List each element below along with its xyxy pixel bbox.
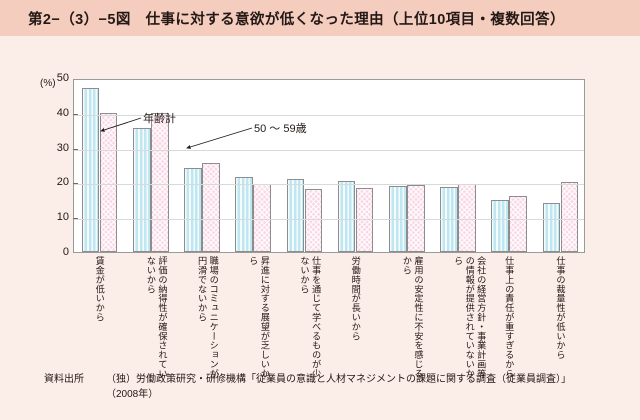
bar-group	[176, 80, 227, 252]
bar-series1	[337, 180, 356, 252]
bar-group	[330, 80, 381, 252]
x-axis-category-labels: 賃金が低いから 評価の納得性が確保されていないから 職場のコミュニケーションが円滑で…	[73, 256, 585, 386]
chart-container: (%) 50 40 30 20 10 0 年齢計 50 〜 59歳 賃金が低いから 評価の納…	[0, 36, 640, 420]
bar-group	[484, 80, 535, 252]
bar-series1	[235, 177, 253, 252]
gridline	[74, 149, 584, 151]
source-text-line2: （2008年）	[106, 389, 159, 400]
x-axis-category-label: 賃金が低いから	[94, 256, 105, 322]
y-axis-tick-mark	[73, 148, 78, 150]
bar-series2	[151, 112, 169, 252]
source-label: 資料出所	[44, 374, 84, 385]
bar-group	[125, 80, 176, 252]
y-axis-tick-mark	[73, 113, 78, 115]
page-title: 第2−（3）−5図 仕事に対する意欲が低くなった理由（上位10項目・複数回答）	[28, 11, 565, 28]
bar-series1	[133, 128, 151, 252]
bar-series1	[491, 199, 509, 252]
bar-series2	[99, 112, 118, 252]
bar-series2	[304, 189, 323, 252]
bar-series-group	[74, 80, 584, 252]
y-axis-tick-label: 20	[56, 176, 69, 189]
x-axis-category-label: 昇進に対する展望が乏しいから	[247, 256, 270, 379]
x-axis-category-label: 職場のコミュニケーションが円滑でないから	[196, 256, 219, 379]
bar-series2	[458, 184, 476, 252]
bar-group	[381, 80, 432, 252]
plot-area	[73, 79, 585, 253]
gridline	[74, 114, 584, 116]
bar-series2	[253, 184, 271, 252]
bar-series2	[509, 196, 527, 252]
y-axis-tick-label: 40	[56, 106, 69, 119]
x-axis-category-label: 評価の納得性が確保されていないから	[145, 256, 167, 379]
y-axis-tick-label: 30	[56, 141, 69, 154]
x-axis-category-label: 労働時間が長いから	[350, 256, 361, 341]
bar-series1	[542, 203, 561, 252]
y-axis-unit-label: (%)	[40, 78, 56, 89]
x-axis-category-label: 雇用の安定性に不安を感じるから	[401, 256, 423, 379]
x-axis-category-label: 仕事の裁量性が低いから	[554, 256, 565, 360]
bar-group	[279, 80, 330, 252]
x-axis-category-label: 仕事を通じて学べるものが少ないから	[298, 256, 321, 379]
bar-series2	[202, 163, 220, 252]
y-axis-tick-mark	[73, 183, 78, 185]
x-axis-category-label: 仕事上の責任が重すぎるから	[503, 256, 514, 379]
source-text-line1: （独）労働政策研究・研修機構「従業員の意識と人材マネジメントの課題に関する調査（…	[106, 374, 571, 385]
gridline	[74, 184, 584, 186]
bar-series2	[560, 182, 579, 252]
bar-series1	[184, 168, 202, 252]
x-axis-category-label: 会社の経営方針・事業計画等の情報が提供されていないから	[452, 256, 486, 379]
bar-group	[228, 80, 279, 252]
source-note: 資料出所 （独）労働政策研究・研修機構「従業員の意識と人材マネジメントの課題に関…	[44, 372, 624, 402]
y-axis-ticks: 50 40 30 20 10 0	[33, 73, 69, 258]
bar-series2	[407, 184, 425, 252]
y-axis-tick-mark	[73, 218, 78, 220]
bar-series1	[81, 88, 100, 252]
bar-series1	[389, 185, 407, 252]
bar-group	[535, 80, 586, 252]
y-axis-tick-label: 0	[62, 246, 69, 258]
y-axis-tick-label: 10	[56, 211, 69, 224]
bar-group	[74, 80, 125, 252]
y-axis-tick-label: 50	[56, 72, 69, 84]
bar-group	[432, 80, 483, 252]
title-bar: 第2−（3）−5図 仕事に対する意欲が低くなった理由（上位10項目・複数回答）	[0, 0, 640, 36]
annotation-series2-label: 50 〜 59歳	[254, 123, 307, 135]
annotation-series1-label: 年齢計	[143, 113, 176, 125]
gridline	[74, 219, 584, 221]
bar-series1	[286, 178, 305, 252]
